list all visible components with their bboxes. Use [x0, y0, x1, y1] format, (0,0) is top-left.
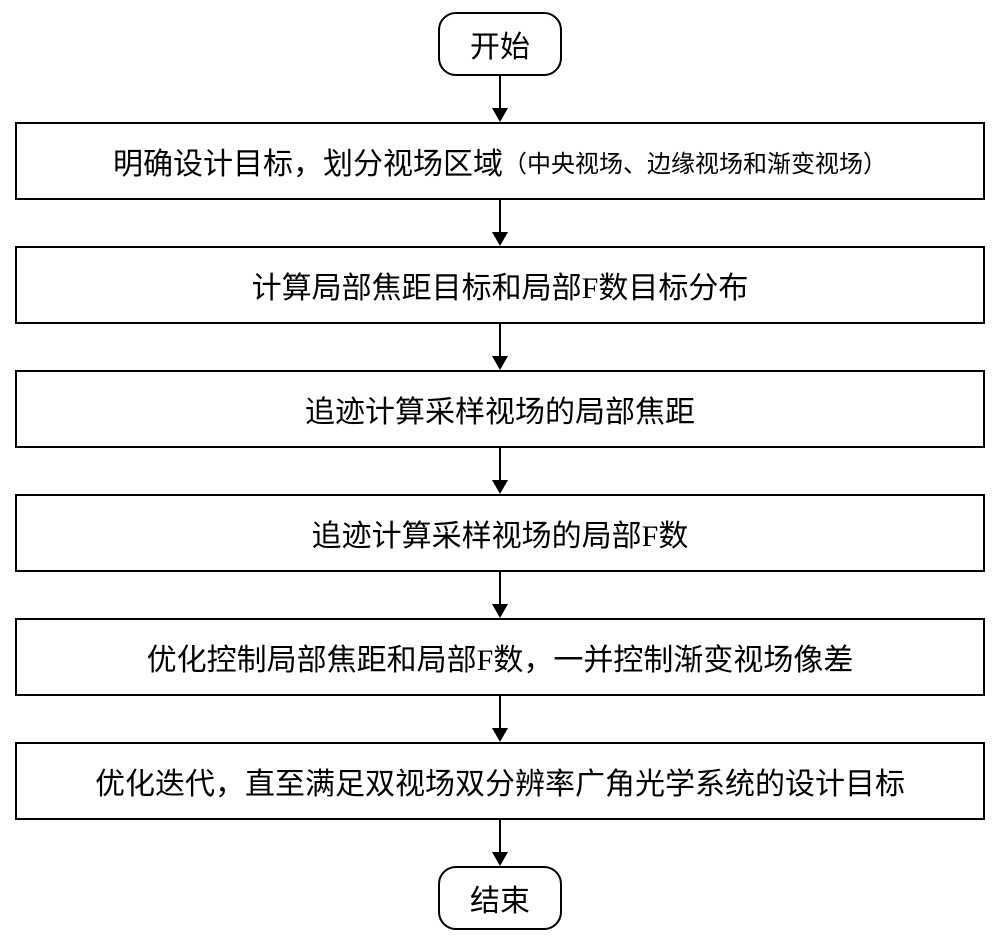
step6-main-text: 优化迭代，直至满足双视场双分辨率广角光学系统的设计目标: [95, 759, 905, 803]
arrow-7: [492, 820, 508, 866]
step1-sub-text: （中央视场、边缘视场和渐变视场）: [503, 144, 887, 179]
step1-main-text: 明确设计目标，划分视场区域: [113, 139, 503, 183]
step4-box: 追迹计算采样视场的局部F数: [15, 494, 985, 572]
start-terminal: 开始: [438, 12, 562, 76]
start-label: 开始: [470, 22, 530, 66]
arrow-2: [492, 200, 508, 246]
arrow-4: [492, 448, 508, 494]
arrow-5: [492, 572, 508, 618]
step6-box: 优化迭代，直至满足双视场双分辨率广角光学系统的设计目标: [15, 742, 985, 820]
step5-box: 优化控制局部焦距和局部F数，一并控制渐变视场像差: [15, 618, 985, 696]
end-terminal: 结束: [438, 866, 562, 930]
arrow-1: [492, 76, 508, 122]
step2-main-text: 计算局部焦距目标和局部F数目标分布: [252, 263, 749, 307]
step1-box: 明确设计目标，划分视场区域（中央视场、边缘视场和渐变视场）: [15, 122, 985, 200]
arrow-6: [492, 696, 508, 742]
arrow-3: [492, 324, 508, 370]
end-label: 结束: [470, 876, 530, 920]
step2-box: 计算局部焦距目标和局部F数目标分布: [15, 246, 985, 324]
step4-main-text: 追迹计算采样视场的局部F数: [312, 511, 689, 555]
flowchart-container: 开始 明确设计目标，划分视场区域（中央视场、边缘视场和渐变视场） 计算局部焦距目…: [10, 12, 990, 930]
step5-main-text: 优化控制局部焦距和局部F数，一并控制渐变视场像差: [147, 635, 854, 679]
step3-main-text: 追迹计算采样视场的局部焦距: [305, 387, 695, 431]
step3-box: 追迹计算采样视场的局部焦距: [15, 370, 985, 448]
